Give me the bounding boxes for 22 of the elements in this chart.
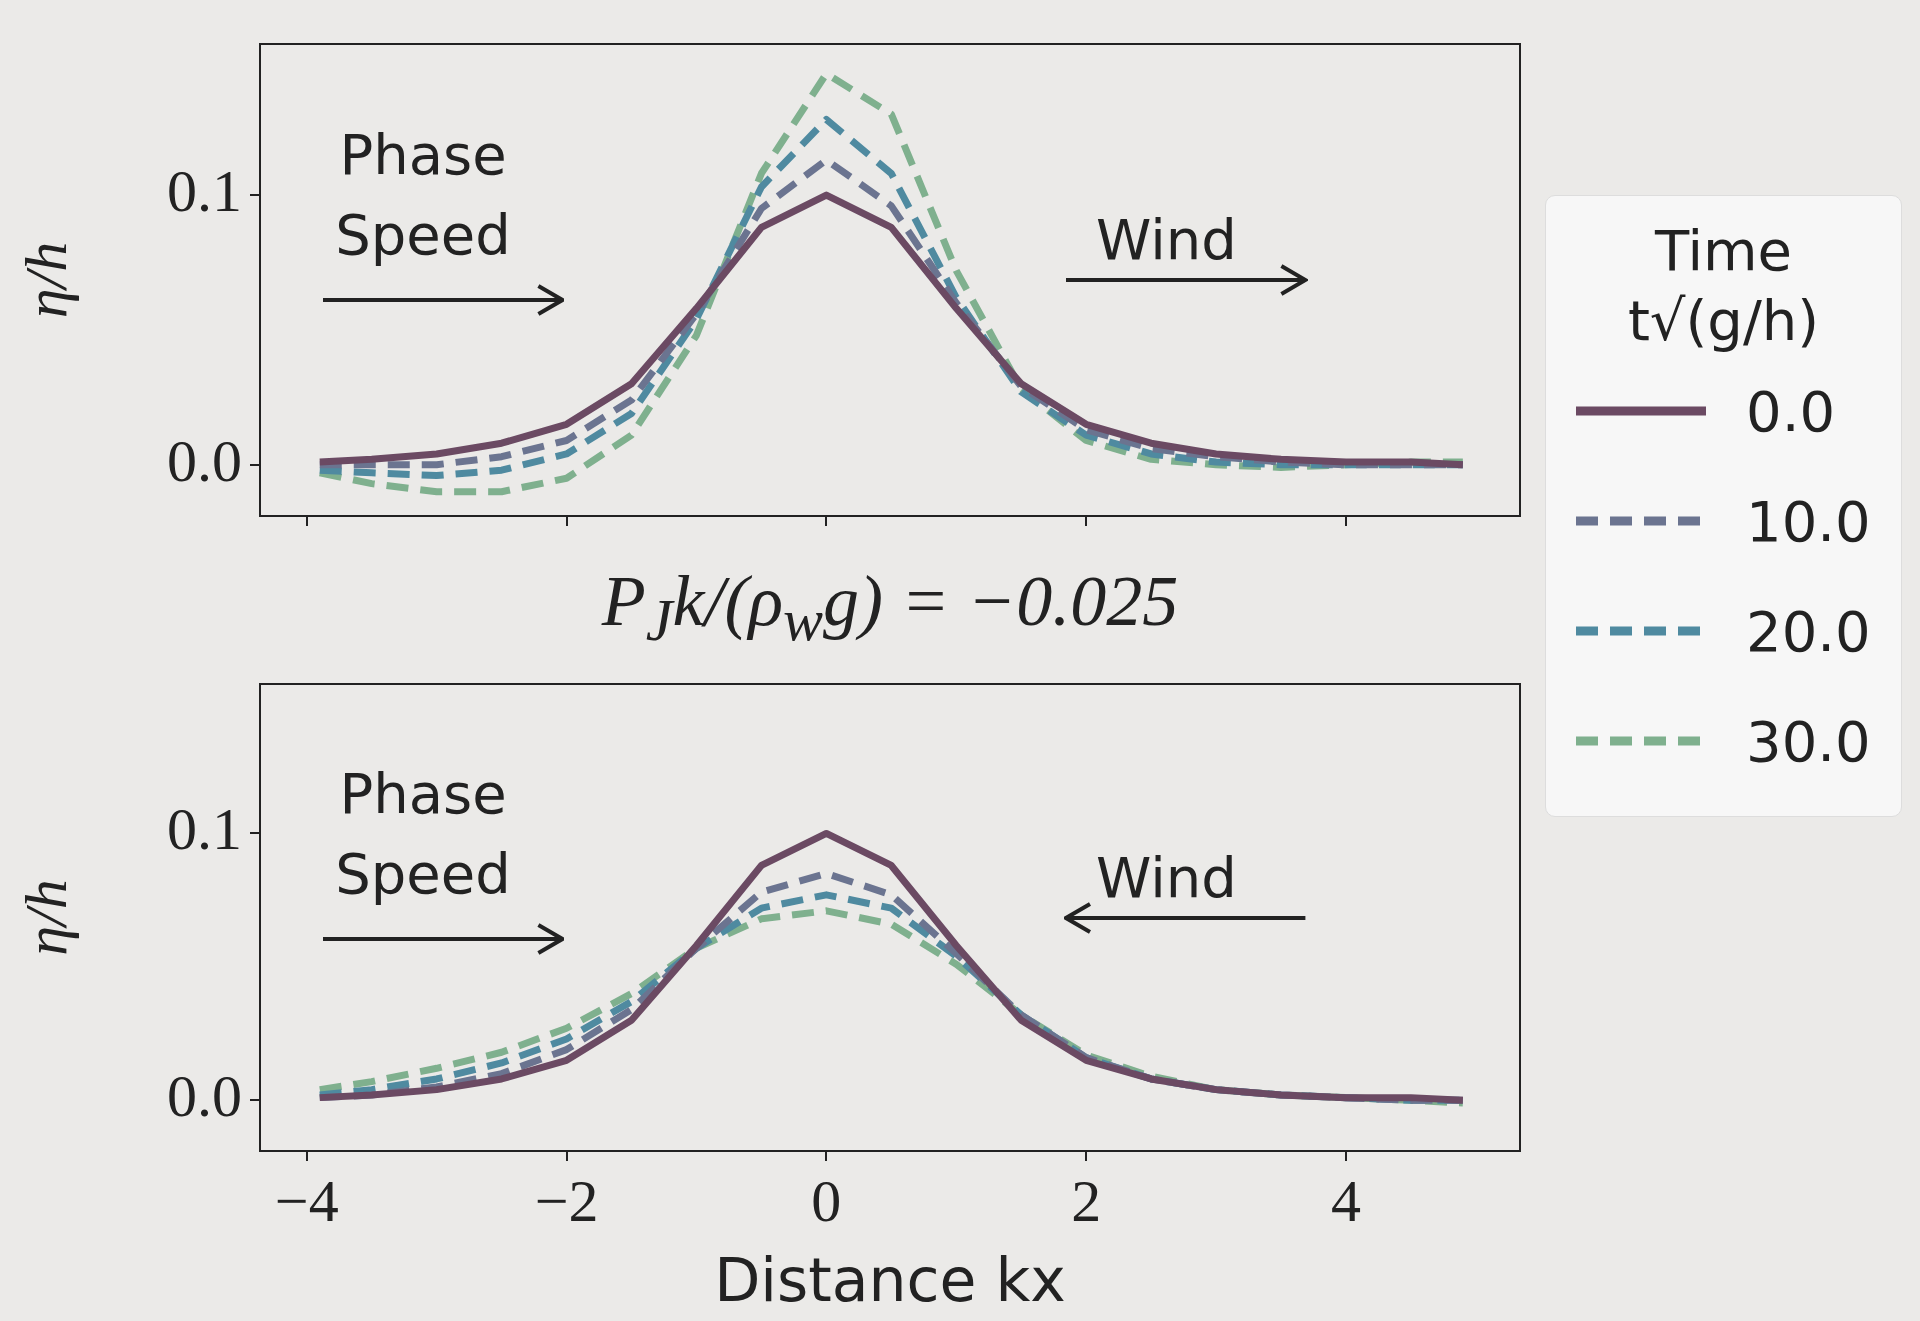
legend-label: 10.0 xyxy=(1746,488,1871,554)
legend-label: 0.0 xyxy=(1746,378,1836,444)
chart-title: P$_{J}$k/(ρ$_{w}$g) = −0.025 xyxy=(600,560,1180,656)
legend-title: Time t√(g/h) xyxy=(1626,217,1821,355)
x-tick-label: −2 xyxy=(534,1167,599,1234)
annotation: Phase Speed xyxy=(334,120,512,269)
y-axis-title: η/h xyxy=(12,879,79,956)
x-axis-title: Distance kx xyxy=(714,1244,1066,1315)
y-tick-label: 0.0 xyxy=(167,1063,242,1130)
legend-label: 30.0 xyxy=(1746,708,1871,774)
x-tick-label: −4 xyxy=(274,1167,339,1234)
annotation: Phase Speed xyxy=(334,760,512,909)
y-tick-label: 0.1 xyxy=(167,157,242,224)
x-tick-label: 2 xyxy=(1071,1167,1102,1234)
x-tick-label: 4 xyxy=(1330,1167,1361,1234)
annotation: Wind xyxy=(1095,205,1238,274)
y-axis-title: η/h xyxy=(12,241,79,319)
y-tick-label: 0.1 xyxy=(167,796,242,863)
legend-label: 20.0 xyxy=(1746,598,1871,664)
x-tick-label: 0 xyxy=(811,1167,842,1234)
annotation: Wind xyxy=(1095,844,1238,913)
y-tick-label: 0.0 xyxy=(167,427,242,494)
